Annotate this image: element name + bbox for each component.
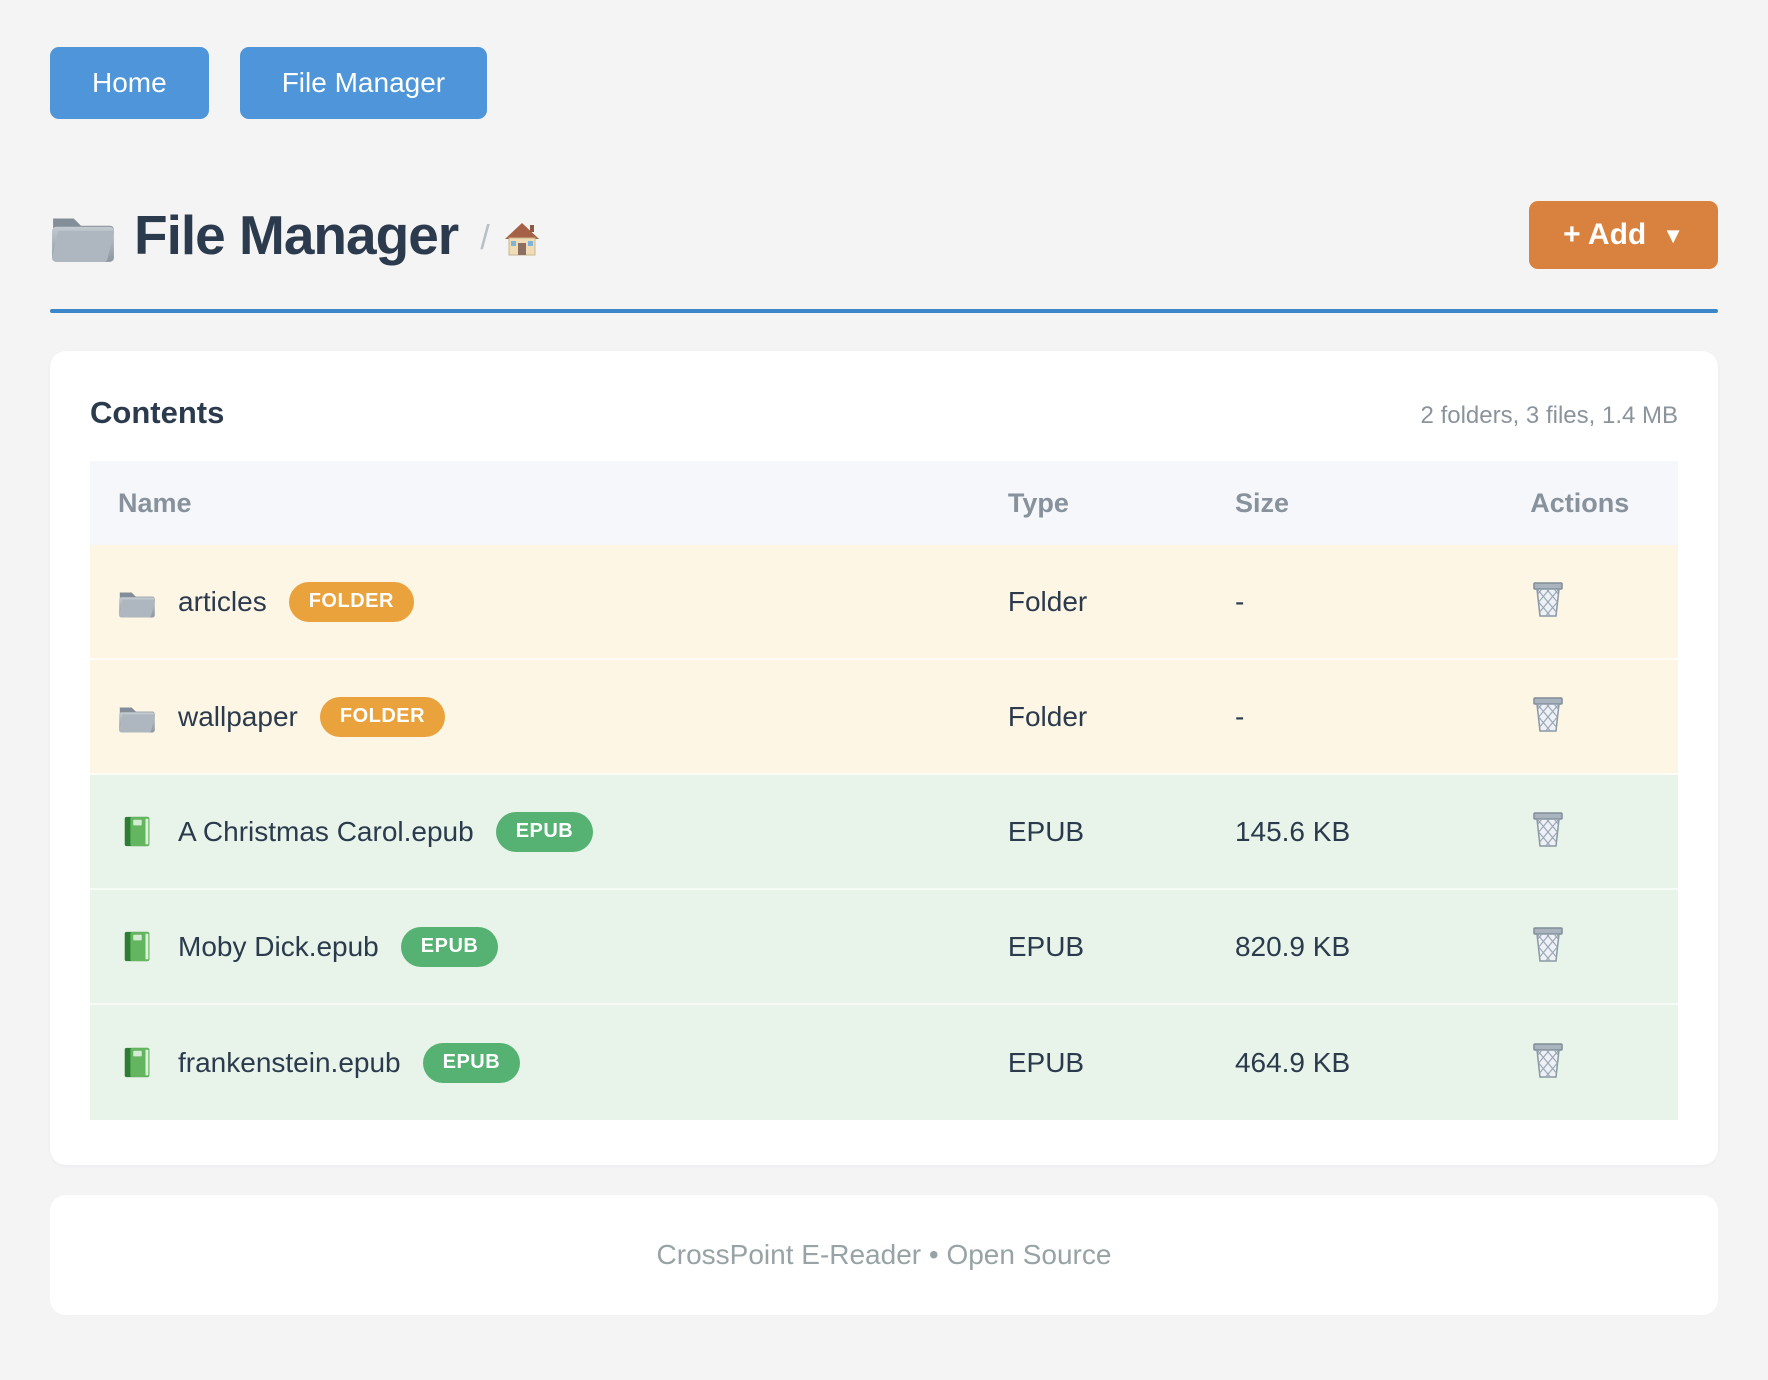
epub-badge: EPUB xyxy=(422,1042,521,1083)
table-row: articles FOLDER Folder - xyxy=(90,545,1678,660)
size-cell: - xyxy=(1234,700,1245,732)
file-manager-button[interactable]: File Manager xyxy=(239,47,488,119)
folder-icon xyxy=(119,592,155,617)
title-group: File Manager / xyxy=(50,203,540,267)
book-icon xyxy=(124,816,150,846)
file-name-link[interactable]: A Christmas Carol.epub xyxy=(178,815,474,847)
home-icon[interactable] xyxy=(504,222,540,256)
epub-badge: EPUB xyxy=(400,926,499,967)
book-icon xyxy=(124,1047,150,1077)
size-cell: - xyxy=(1234,585,1245,617)
trash-icon xyxy=(1530,923,1566,963)
name-cell: A Christmas Carol.epub EPUB xyxy=(90,811,1008,852)
card-header: Contents 2 folders, 3 files, 1.4 MB xyxy=(90,395,1678,431)
file-name-link[interactable]: Moby Dick.epub xyxy=(178,930,379,962)
folder-badge: FOLDER xyxy=(319,696,446,737)
delete-button[interactable] xyxy=(1530,923,1566,963)
name-cell: Moby Dick.epub EPUB xyxy=(90,926,1008,967)
table-row: Moby Dick.epub EPUB EPUB 820.9 KB xyxy=(90,890,1678,1005)
page-title: File Manager xyxy=(134,204,459,266)
title-divider xyxy=(50,309,1718,313)
table-header-row: Name Type Size Actions xyxy=(90,461,1678,545)
table-row: wallpaper FOLDER Folder - xyxy=(90,660,1678,775)
type-cell: Folder xyxy=(1007,700,1088,732)
trash-icon xyxy=(1530,1039,1566,1079)
add-button-label: + Add xyxy=(1563,218,1647,251)
trash-icon xyxy=(1530,693,1566,733)
top-nav: Home File Manager xyxy=(50,47,1718,119)
type-cell: EPUB xyxy=(1007,1046,1085,1078)
folder-icon xyxy=(119,707,155,732)
delete-button[interactable] xyxy=(1530,1039,1566,1079)
type-cell: Folder xyxy=(1007,585,1088,617)
epub-badge: EPUB xyxy=(495,811,594,852)
name-cell: wallpaper FOLDER xyxy=(90,696,1008,737)
footer-text: CrossPoint E-Reader • Open Source xyxy=(656,1239,1112,1270)
home-button[interactable]: Home xyxy=(50,47,209,119)
chevron-down-icon: ▼ xyxy=(1662,223,1684,248)
column-header-actions: Actions xyxy=(1530,487,1630,518)
column-header-type: Type xyxy=(1007,487,1069,518)
file-name-link[interactable]: articles xyxy=(178,585,267,617)
delete-button[interactable] xyxy=(1530,808,1566,848)
file-name-link[interactable]: wallpaper xyxy=(178,700,298,732)
delete-button[interactable] xyxy=(1530,693,1566,733)
size-cell: 820.9 KB xyxy=(1234,930,1351,962)
book-icon xyxy=(124,931,150,961)
trash-icon xyxy=(1530,808,1566,848)
trash-icon xyxy=(1530,578,1566,618)
folder-badge: FOLDER xyxy=(288,581,414,622)
card-title: Contents xyxy=(90,395,225,430)
footer: CrossPoint E-Reader • Open Source xyxy=(50,1195,1718,1315)
name-cell: frankenstein.epub EPUB xyxy=(90,1042,1008,1083)
file-table: Name Type Size Actions articles FOLDER F… xyxy=(90,461,1678,1120)
type-cell: EPUB xyxy=(1007,930,1085,962)
name-cell: articles FOLDER xyxy=(90,581,1008,622)
type-cell: EPUB xyxy=(1007,815,1085,847)
size-cell: 464.9 KB xyxy=(1234,1046,1351,1078)
breadcrumb-separator: / xyxy=(480,218,490,257)
column-header-size: Size xyxy=(1234,487,1289,518)
delete-button[interactable] xyxy=(1530,578,1566,618)
contents-summary: 2 folders, 3 files, 1.4 MB xyxy=(1420,402,1678,429)
contents-card: Contents 2 folders, 3 files, 1.4 MB Name… xyxy=(50,351,1718,1165)
page-header: File Manager / + Add ▼ xyxy=(50,201,1718,269)
table-row: frankenstein.epub EPUB EPUB 464.9 KB xyxy=(90,1005,1678,1120)
column-header-name: Name xyxy=(118,487,192,518)
file-name-link[interactable]: frankenstein.epub xyxy=(178,1046,401,1078)
table-row: A Christmas Carol.epub EPUB EPUB 145.6 K… xyxy=(90,775,1678,890)
add-button[interactable]: + Add ▼ xyxy=(1529,201,1718,269)
size-cell: 145.6 KB xyxy=(1234,815,1351,847)
folder-icon xyxy=(52,218,114,262)
